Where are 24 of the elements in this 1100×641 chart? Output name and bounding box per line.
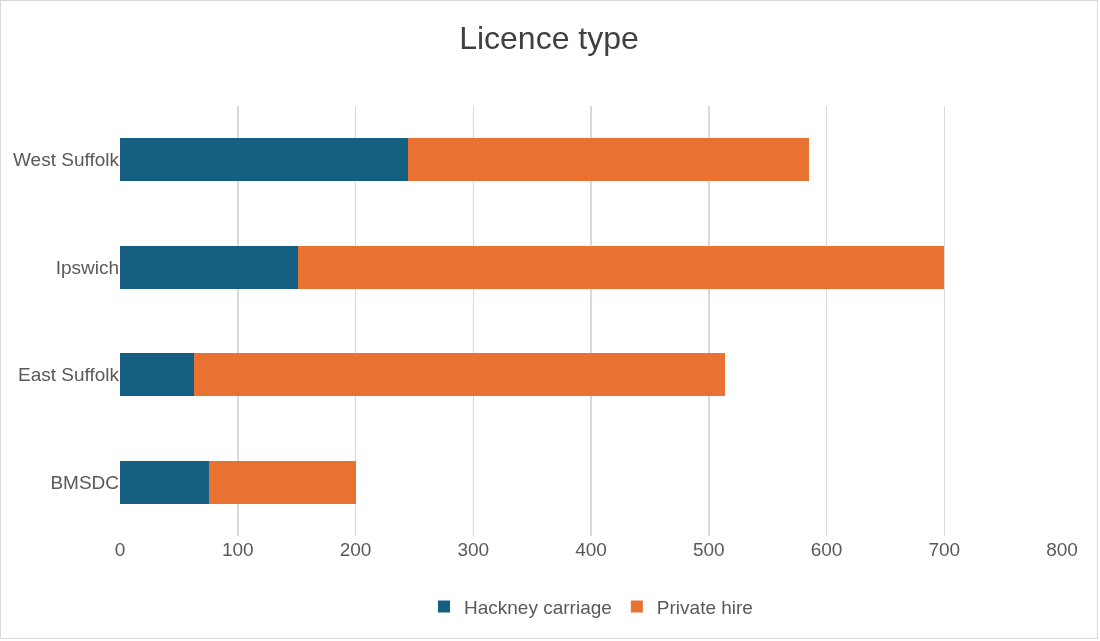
bar — [297, 245, 945, 289]
x-tick-label: 800 — [1046, 539, 1078, 560]
bar — [120, 245, 298, 289]
x-tick-label: 300 — [457, 539, 490, 560]
x-tick-label: 100 — [221, 539, 254, 560]
legend-label: Hackney carriage — [464, 596, 612, 618]
bar — [194, 353, 726, 397]
chart-title: Licence type — [459, 19, 639, 56]
y-tick-label: BMSDC — [50, 471, 119, 493]
x-tick-label: 700 — [928, 539, 961, 560]
bar — [120, 138, 409, 182]
y-tick-label: East Suffolk — [17, 364, 120, 386]
x-tick-label: 200 — [339, 539, 372, 560]
y-tick-label: Ipswich — [55, 256, 119, 278]
x-tick-label: 500 — [692, 539, 725, 560]
legend-label: Private hire — [656, 596, 753, 618]
bar — [408, 138, 809, 182]
x-tick-label: 400 — [575, 539, 607, 560]
bar — [120, 460, 210, 504]
bar — [209, 460, 356, 504]
y-tick-label: West Suffolk — [13, 149, 120, 171]
bar — [120, 353, 195, 397]
x-tick-label: 0 — [114, 539, 126, 560]
x-tick-label: 600 — [810, 539, 843, 560]
